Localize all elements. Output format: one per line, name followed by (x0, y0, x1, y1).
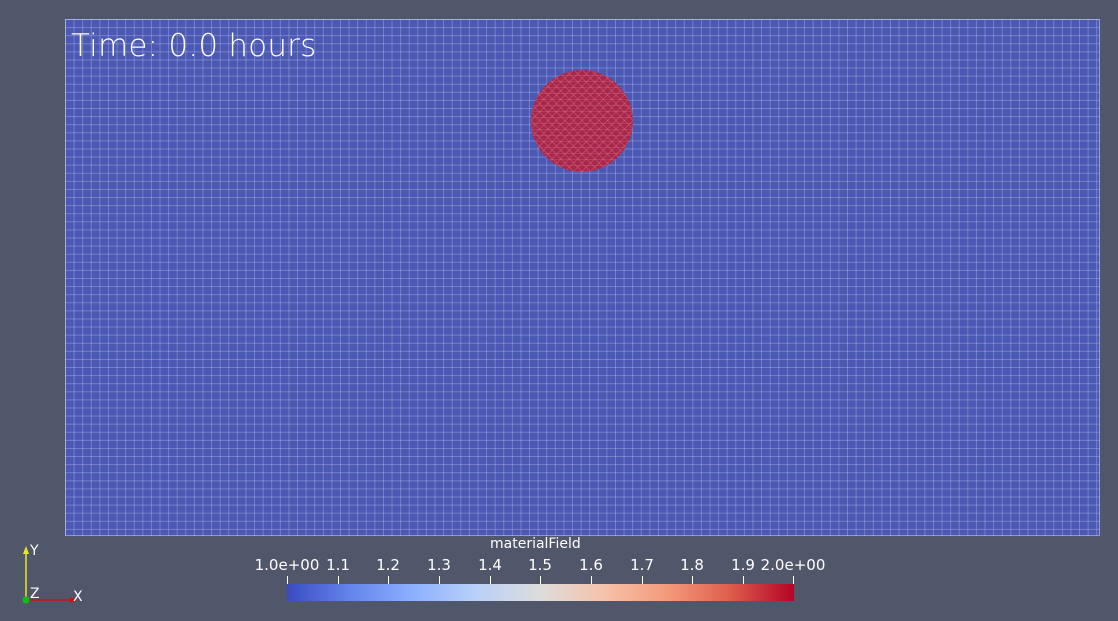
colorbar-tick-label: 1.7 (630, 556, 654, 574)
time-annotation: Time: 0.0 hours (71, 28, 317, 64)
colorbar-tick-label: 1.6 (579, 556, 603, 574)
colorbar-title: materialField (490, 536, 581, 552)
x-axis-label: X (73, 589, 83, 605)
colorbar-tick-label: 1.1 (326, 556, 350, 574)
colorbar-tick-label: 1.9 (731, 556, 755, 574)
colorbar-tick-marks (0, 576, 1118, 585)
colorbar[interactable] (287, 584, 794, 601)
colorbar-tick-label: 1.3 (427, 556, 451, 574)
colorbar-tick (793, 576, 794, 584)
orientation-axes: Y X Z (22, 543, 83, 605)
colorbar-tick-label: 1.4 (478, 556, 502, 574)
colorbar-tick-labels: 1.0e+00 1.1 1.2 1.3 1.4 1.5 1.6 1.7 1.8 … (0, 556, 1118, 576)
mesh-domain (65, 19, 1100, 536)
colorbar-tick-label: 1.2 (376, 556, 400, 574)
colorbar-tick (490, 576, 491, 584)
colorbar-tick-label: 1.8 (680, 556, 704, 574)
z-axis-dot-icon (22, 596, 30, 604)
z-axis-label: Z (30, 586, 40, 602)
colorbar-tick-label: 2.0e+00 (760, 556, 826, 574)
colorbar-tick (743, 576, 744, 584)
colorbar-tick (642, 576, 643, 584)
colorbar-tick-label: 1.5 (528, 556, 552, 574)
y-axis-label: Y (29, 543, 39, 559)
circular-inclusion (531, 70, 633, 172)
x-axis-arrow-icon (70, 597, 78, 603)
colorbar-tick (388, 576, 389, 584)
colorbar-tick (591, 576, 592, 584)
y-axis-arrow-icon (23, 546, 29, 554)
colorbar-tick-label: 1.0e+00 (254, 556, 320, 574)
colorbar-tick (287, 576, 288, 584)
colorbar-tick (439, 576, 440, 584)
colorbar-tick (540, 576, 541, 584)
colorbar-tick (692, 576, 693, 584)
colorbar-tick (338, 576, 339, 584)
